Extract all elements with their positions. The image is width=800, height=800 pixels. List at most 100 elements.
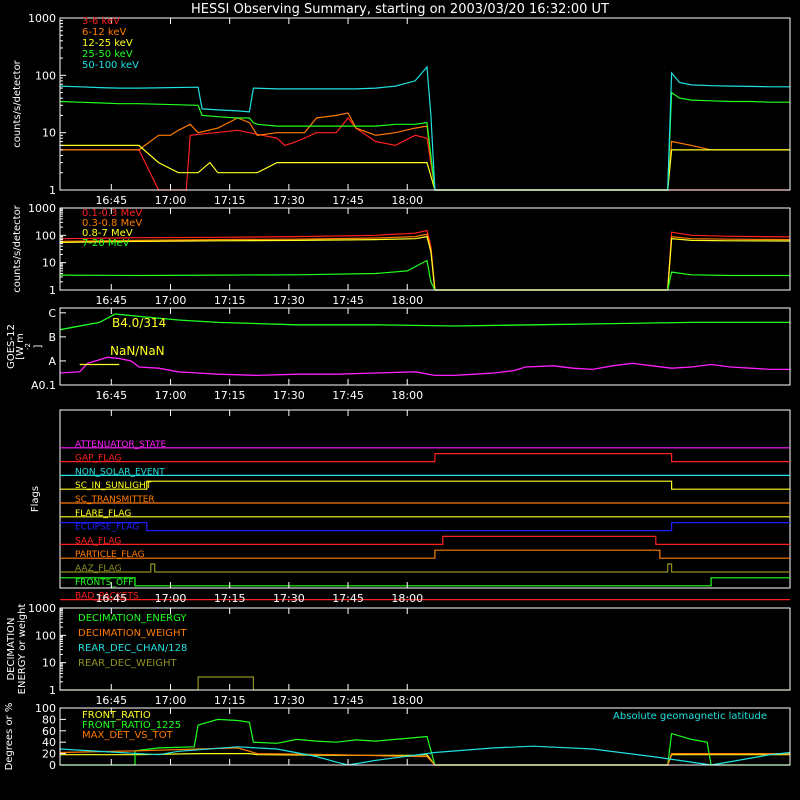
- lightcurves-low-legend-entry: 6-12 keV: [82, 27, 126, 38]
- flags-label: ECLIPSE_FLAG: [75, 523, 139, 533]
- panel-flags: ATTENUATOR_STATE GAP_FLAG NON_SOLAR_EVENT S…: [30, 409, 791, 605]
- ratios-frame: [59, 707, 791, 766]
- flags-label: ATTENUATOR_STATE: [75, 440, 167, 450]
- flags-series-fronts-off: [60, 577, 790, 587]
- flags-label: SAA_FLAG: [75, 536, 121, 546]
- goes-xtick-label: 16:45: [95, 389, 127, 402]
- goes-annotation-nan: NaN/NaN: [110, 344, 165, 358]
- flags-label: SC_IN_SUNLIGHT: [75, 481, 152, 491]
- goes-frame: [59, 307, 791, 386]
- goes-xtick-label: 17:15: [214, 389, 246, 402]
- flags-xtick-label: 17:45: [332, 592, 364, 605]
- decimation-ylabel: DECIMATION: [6, 617, 17, 680]
- lightcurves-high-xtick-label: 17:00: [155, 294, 187, 307]
- lightcurves-low-ytick-label: 10: [42, 127, 56, 140]
- lightcurves-high-legend-entry: 0.1-0.3 MeV: [82, 208, 142, 219]
- panel-lightcurves-low: 1 10 100 1000 16:45 17:00 17:15 17:30 17:45 18:00…: [12, 12, 791, 207]
- flags-label: NON_SOLAR_EVENT: [75, 467, 165, 477]
- goes-ytick-label: A: [48, 355, 56, 368]
- decimation-xtick-label: 17:30: [273, 694, 305, 707]
- lightcurves-low-xtick-label: 17:45: [332, 194, 364, 207]
- ratios-ytick-label: 0: [49, 759, 56, 772]
- goes-annotation-class: B4.0/314: [112, 316, 166, 330]
- flags-label: FLARE_FLAG: [75, 509, 131, 519]
- flags-xtick-label: 17:15: [214, 592, 246, 605]
- lightcurves-low-ylabel: counts/s/detector: [12, 59, 23, 147]
- decimation-xtick-label: 17:15: [214, 694, 246, 707]
- decimation-legend-entry: DECIMATION_ENERGY: [78, 613, 187, 624]
- ratios-legend-entry: FRONT_RATIO: [82, 710, 151, 721]
- decimation-xtick-label: 16:45: [95, 694, 127, 707]
- lightcurves-high-ytick-label: 10: [42, 257, 56, 270]
- lightcurves-high-frame: [59, 207, 791, 291]
- lightcurves-low-xtick-label: 17:30: [273, 194, 305, 207]
- goes-ylabel: GOES-12: [6, 324, 17, 369]
- lightcurves-high-legend-entry: 0.3-0.8 MeV: [82, 218, 142, 229]
- flags-label: GAP_FLAG: [75, 454, 121, 464]
- panel-decimation: 1 10 100 1000 16:45 17:00 17:15 17:30 17:45 18:00…: [6, 602, 791, 707]
- lightcurves-low-series-6-12-kev: [60, 112, 790, 191]
- lightcurves-low-series-50-100-kev: [59, 65, 790, 191]
- lightcurves-high-series-0-1-0-3-mev: [59, 229, 791, 291]
- decimation-frame: [59, 607, 791, 691]
- goes-series-trace: [59, 313, 790, 331]
- ratios-series-max-det-vs-tot: [59, 747, 790, 766]
- lightcurves-high-ytick-label: 100: [35, 229, 56, 242]
- lightcurves-high-ytick-label: 1000: [28, 202, 56, 215]
- lightcurves-high-ytick-label: 1: [49, 284, 56, 297]
- lightcurves-low-xtick-label: 17:15: [214, 194, 246, 207]
- goes-xtick-label: 17:45: [332, 389, 364, 402]
- lightcurves-high-legend-entry: 0.8-7 MeV: [82, 228, 133, 239]
- lightcurves-low-legend-entry: 12-25 keV: [82, 38, 133, 49]
- lightcurves-low-series-25-50-kev: [59, 91, 790, 191]
- ratios-ytick-label: 60: [42, 725, 56, 738]
- ratios-ytick-label: 100: [35, 702, 56, 715]
- figure-title: HESSI Observing Summary, starting on 200…: [191, 2, 609, 17]
- goes-ytick-label: A0.1: [31, 379, 56, 392]
- lightcurves-high-series-0-8-7-mev: [59, 235, 791, 291]
- lightcurves-low-legend-entry: 50-100 keV: [82, 60, 139, 71]
- decimation-xtick-label: 17:45: [332, 694, 364, 707]
- flags-series-gap-flag: [60, 453, 790, 463]
- flags-label: BAD_PACKETS: [75, 592, 139, 602]
- goes-ylabel: ]: [33, 344, 44, 348]
- flags-series-particle-flag: [60, 549, 790, 559]
- flags-label: FRONTS_OFF: [75, 578, 133, 588]
- ratios-ylabel: Degrees or %: [4, 703, 15, 771]
- decimation-xtick-label: 18:00: [391, 694, 423, 707]
- lightcurves-high-xtick-label: 17:45: [332, 294, 364, 307]
- decimation-legend-entry: REAR_DEC_CHAN/128: [78, 643, 187, 654]
- ratios-legend-entry: MAX_DET_VS_TOT: [82, 730, 174, 741]
- panel-goes: A0.1 ABC 16:45 17:00 17:15 17:30 17:45 18:00 B4.…: [6, 307, 791, 402]
- ratios-legend-entry: FRONT_RATIO_1225: [82, 720, 181, 731]
- flags-label: SC_TRANSMITTER: [75, 495, 155, 505]
- ratios-series-front-ratio-1225: [60, 718, 790, 766]
- decimation-ytick-label: 10: [42, 657, 56, 670]
- lightcurves-high-series-7-20-mev: [59, 259, 790, 291]
- goes-ylabel: [W m: [15, 333, 26, 360]
- lightcurves-low-legend-entry: 3-6 keV: [82, 16, 120, 27]
- lightcurves-high-xtick-label: 17:15: [214, 294, 246, 307]
- decimation-ytick-label: 1: [49, 684, 56, 697]
- flags-xtick-label: 16:45: [95, 592, 127, 605]
- ratios-ytick-label: 40: [42, 736, 56, 749]
- flags-series-sc-in-sunlight: [60, 480, 790, 490]
- lightcurves-low-ytick-label: 1000: [28, 12, 56, 25]
- lightcurves-low-ytick-label: 1: [49, 184, 56, 197]
- goes-xtick-label: 17:00: [155, 389, 187, 402]
- goes-series-trace: [59, 356, 790, 377]
- lightcurves-high-xtick-label: 17:30: [273, 294, 305, 307]
- flags-frame: [59, 409, 791, 589]
- flags-ylabel: Flags: [30, 486, 41, 512]
- ratios-ytick-label: 20: [42, 748, 56, 761]
- goes-ytick-label: C: [48, 307, 56, 320]
- decimation-legend-entry: DECIMATION_WEIGHT: [78, 628, 187, 639]
- decimation-xtick-label: 17:00: [155, 694, 187, 707]
- lightcurves-low-ytick-label: 100: [35, 69, 56, 82]
- flags-series-eclipse-flag: [60, 521, 790, 532]
- flags-xtick-label: 17:30: [273, 592, 305, 605]
- lightcurves-low-xtick-label: 17:00: [155, 194, 187, 207]
